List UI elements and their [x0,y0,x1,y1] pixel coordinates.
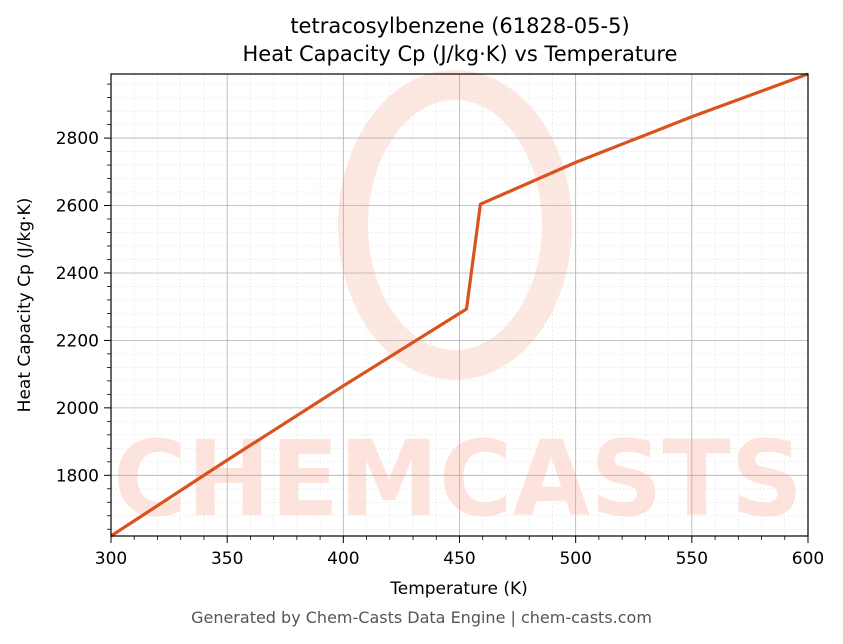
series-layer [110,72,809,538]
axis-ticks: 300 350 400 450 500 550 600 1800 2000 2200 2400 260… [56,83,824,569]
x-tick-label: 450 [443,549,475,569]
y-tick-label: 2600 [56,197,99,217]
x-tick-label: 400 [327,549,359,569]
watermark-ring [338,70,572,380]
y-tick-label: 2400 [56,264,99,284]
footer-credit: Generated by Chem-Casts Data Engine | ch… [191,608,652,627]
x-tick-label: 350 [211,549,243,569]
chart-title-line1: tetracosylbenzene (61828-05-5) [290,14,629,38]
chart-title-line2: Heat Capacity Cp (J/kg·K) vs Temperature [243,42,678,66]
y-tick-label: 2200 [56,331,99,351]
watermark-text: CHEMCASTS [113,418,803,540]
watermark: CHEMCASTS [113,70,803,540]
y-tick-label: 2000 [56,399,99,419]
series-line [110,72,809,538]
y-tick-label: 2800 [56,129,99,149]
x-tick-label: 550 [676,549,708,569]
y-tick-label: 1800 [56,466,99,486]
x-tick-label: 300 [95,549,127,569]
y-axis-label: Heat Capacity Cp (J/kg·K) [15,198,35,413]
major-grid [110,74,809,536]
x-tick-label: 500 [559,549,591,569]
x-axis-label: Temperature (K) [389,579,528,599]
x-tick-label: 600 [792,549,824,569]
